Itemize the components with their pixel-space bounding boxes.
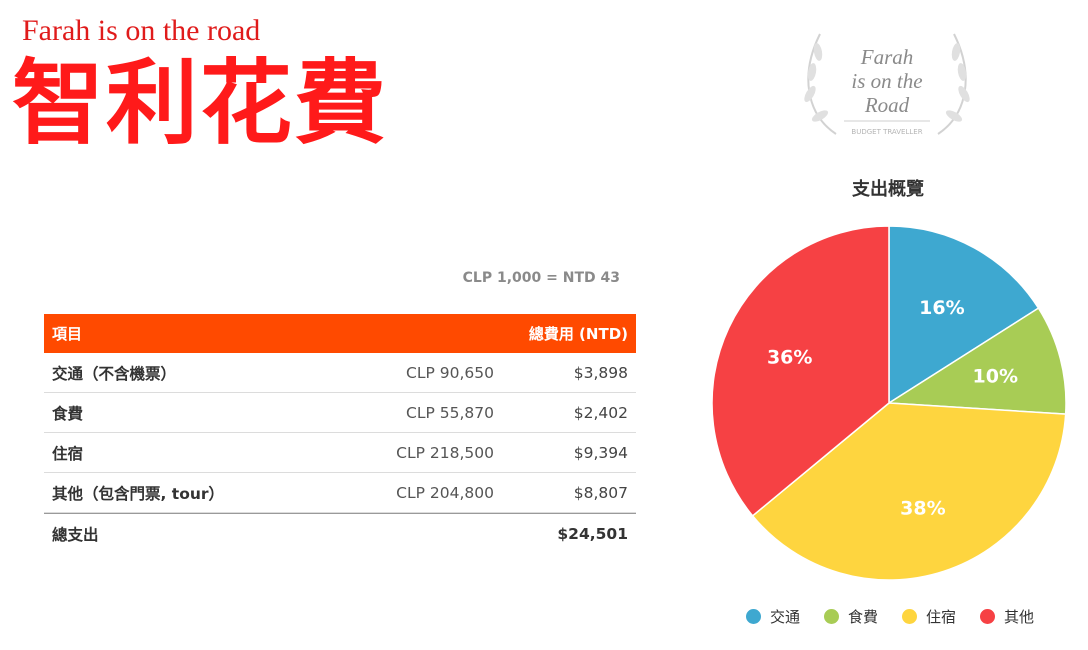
legend-item: 交通 — [745, 606, 800, 627]
legend-label: 其他 — [1004, 608, 1035, 626]
pie-slice-2 — [886, 307, 1067, 415]
pie-label-2: 10% — [973, 366, 1018, 388]
row-ntd: $8,807 — [573, 483, 628, 502]
row-ntd: $3,898 — [573, 363, 628, 382]
row-ntd: $9,394 — [573, 443, 628, 462]
pie-label-4: 36% — [767, 346, 812, 368]
row-clp: CLP 218,500 — [396, 443, 494, 462]
logo-line-1: Farah — [860, 45, 914, 69]
legend-label: 交通 — [769, 608, 800, 626]
table-row: 食費 CLP 55,870 $2,402 — [44, 393, 636, 433]
row-item: 食費 — [52, 404, 84, 423]
pie-slice-3 — [751, 402, 1067, 581]
table-row: 其他（包含門票, tour） CLP 204,800 $8,807 — [44, 473, 636, 513]
table-row: 交通（不含機票） CLP 90,650 $3,898 — [44, 353, 636, 393]
subtitle: Farah is on the road — [22, 14, 261, 47]
logo-line-2: is on the — [851, 69, 922, 93]
header-amount-ntd: 總費用 (NTD) — [528, 325, 628, 343]
page-title: 智利花費 — [12, 50, 389, 157]
legend-item: 食費 — [823, 606, 878, 627]
laurel-wreath-icon — [804, 33, 970, 135]
legend-swatch — [823, 609, 839, 624]
pie-slice-1 — [888, 225, 1040, 405]
pie-label-1: 16% — [919, 297, 964, 319]
legend-label: 食費 — [847, 608, 878, 626]
row-item: 住宿 — [52, 444, 84, 463]
legend-swatch — [980, 609, 996, 624]
logo-tagline: BUDGET TRAVELLER — [851, 128, 922, 136]
legend-swatch — [745, 609, 761, 624]
row-clp: CLP 55,870 — [406, 403, 494, 422]
chart-title: 支出概覽 — [852, 179, 924, 200]
total-ntd: $24,501 — [557, 524, 628, 543]
table-row: 住宿 CLP 218,500 $9,394 — [44, 433, 636, 473]
header-item: 項目 — [52, 325, 83, 343]
table-total-row: 總支出 $24,501 — [44, 513, 636, 553]
legend-swatch — [902, 609, 917, 624]
logo: Farah is on the Road BUDGET TRAVELLER — [804, 33, 970, 136]
row-clp: CLP 204,800 — [396, 483, 494, 502]
legend-item: 住宿 — [902, 606, 956, 627]
exchange-rate: CLP 1,000 = NTD 43 — [462, 270, 620, 286]
chart-legend: 交通 食費 住宿 其他 — [720, 606, 1060, 627]
expense-table: 項目 總費用 (NTD) 交通（不含機票） CLP 90,650 $3,898 … — [44, 314, 636, 553]
pie-chart: 16% 10% 38% 36% — [711, 225, 1067, 581]
legend-label: 住宿 — [926, 608, 957, 626]
table-header: 項目 總費用 (NTD) — [44, 314, 636, 353]
pie-label-3: 38% — [900, 497, 945, 519]
row-ntd: $2,402 — [573, 403, 628, 422]
pie-slice-4 — [711, 225, 890, 517]
row-item: 其他（包含門票, tour） — [52, 484, 225, 503]
logo-line-3: Road — [864, 93, 910, 117]
row-item: 交通（不含機票） — [52, 364, 177, 383]
legend-item: 其他 — [980, 606, 1034, 627]
total-label: 總支出 — [52, 525, 99, 544]
row-clp: CLP 90,650 — [406, 363, 494, 382]
